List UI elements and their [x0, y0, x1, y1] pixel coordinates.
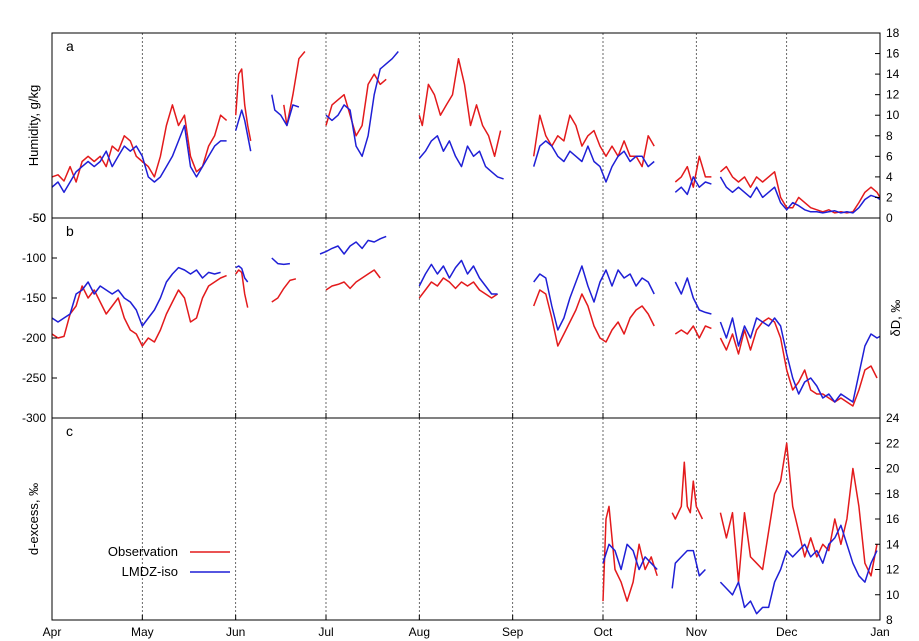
panel-frame-c	[51, 417, 881, 621]
y-tick-label: 12	[886, 88, 900, 102]
series-line-observation-panel-a	[674, 155, 712, 188]
y-tick-label: 10	[886, 588, 900, 602]
y-tick-label: -50	[29, 211, 47, 225]
y-tick-label: 4	[886, 170, 893, 184]
series-lines	[51, 51, 881, 615]
panel-frame-a	[51, 32, 881, 219]
series-line-observation-panel-c	[671, 461, 704, 520]
series-line-observation-panel-a	[283, 51, 306, 127]
y-tick-label: 14	[886, 537, 900, 551]
y-axis-title-b: δD, ‰	[888, 300, 903, 337]
series-line-lmdz-iso-panel-b	[418, 259, 498, 295]
series-line-observation-panel-a	[418, 57, 502, 158]
series-line-observation-panel-c	[602, 505, 658, 602]
series-line-observation-panel-b	[674, 325, 712, 339]
series-line-lmdz-iso-panel-a	[674, 176, 712, 196]
y-tick-label: 16	[886, 47, 900, 61]
y-tick-label: 22	[886, 436, 900, 450]
series-line-lmdz-iso-panel-c	[671, 549, 706, 589]
x-tick-label: Jun	[226, 625, 245, 639]
panel-letter-c: c	[66, 423, 73, 439]
series-line-observation-panel-c	[719, 442, 878, 583]
y-tick-label: -300	[22, 411, 46, 425]
y-tick-label: 24	[886, 411, 900, 425]
series-line-lmdz-iso-panel-a	[271, 94, 300, 127]
series-line-observation-panel-a	[234, 68, 252, 142]
series-line-lmdz-iso-panel-b	[271, 257, 290, 266]
x-tick-label: May	[131, 625, 154, 639]
series-line-observation-panel-b	[532, 289, 655, 347]
series-line-observation-panel-a	[532, 114, 655, 168]
y-tick-label: 18	[886, 487, 900, 501]
x-tick-label: Oct	[594, 625, 613, 639]
y-tick-label: 8	[886, 129, 893, 143]
x-tick-label: Dec	[776, 625, 797, 639]
panel-letter-a: a	[66, 38, 74, 54]
y-tick-label: 16	[886, 512, 900, 526]
series-line-lmdz-iso-panel-a	[325, 51, 399, 158]
y-tick-label: 10	[886, 108, 900, 122]
x-tick-label: Jul	[318, 625, 333, 639]
y-tick-label: -100	[22, 251, 46, 265]
series-line-lmdz-iso-panel-b	[319, 235, 387, 255]
x-tick-label: Aug	[409, 625, 430, 639]
x-tick-label: Nov	[686, 625, 707, 639]
series-line-observation-panel-b	[418, 277, 499, 299]
series-line-observation-panel-a	[325, 73, 387, 137]
series-line-lmdz-iso-panel-b	[235, 265, 249, 283]
y-tick-label: 2	[886, 190, 893, 204]
series-line-lmdz-iso-panel-b	[51, 266, 221, 327]
y-tick-label: -50	[29, 211, 47, 225]
x-tick-label: Apr	[43, 625, 62, 639]
legend: Observation LMDZ-iso	[108, 544, 230, 579]
panel-frames	[51, 32, 881, 621]
series-line-observation-panel-b	[719, 317, 878, 407]
legend-label-lmdz-iso: LMDZ-iso	[122, 564, 178, 579]
series-line-observation-panel-a	[719, 165, 881, 214]
series-line-lmdz-iso-panel-b	[533, 265, 655, 331]
x-tick-label: Sep	[502, 625, 524, 639]
y-tick-label: 20	[886, 462, 900, 476]
series-line-observation-panel-b	[51, 274, 227, 347]
series-line-lmdz-iso-panel-a	[719, 176, 881, 214]
series-line-lmdz-iso-panel-c	[602, 543, 658, 571]
y-tick-label: 14	[886, 67, 900, 81]
series-line-observation-panel-b	[235, 269, 249, 308]
y-tick-label: 12	[886, 563, 900, 577]
y-tick-label: -200	[22, 331, 46, 345]
legend-label-observation: Observation	[108, 544, 178, 559]
panel-frame-b	[51, 217, 881, 419]
series-line-lmdz-iso-panel-b	[674, 277, 712, 315]
y-tick-label: -250	[22, 371, 46, 385]
y-tick-label: 8	[886, 613, 893, 627]
series-line-lmdz-iso-panel-a	[532, 140, 655, 183]
series-line-lmdz-iso-panel-c	[719, 524, 878, 615]
series-line-lmdz-iso-panel-a	[234, 109, 252, 152]
series-line-observation-panel-a	[51, 104, 228, 183]
y-tick-label: 6	[886, 149, 893, 163]
y-tick-label: 18	[886, 26, 900, 40]
x-tick-label: Jan	[870, 625, 889, 639]
series-line-lmdz-iso-panel-b	[719, 317, 881, 403]
series-line-observation-panel-b	[271, 278, 297, 303]
y-axis-title-c: d-excess, ‰	[26, 483, 41, 555]
y-tick-label: 0	[886, 211, 893, 225]
y-tick-label: -150	[22, 291, 46, 305]
panel-letter-b: b	[66, 223, 74, 239]
series-line-lmdz-iso-panel-a	[418, 135, 504, 180]
y-axis-title-a: Humidity, g/kg	[26, 85, 41, 166]
series-line-lmdz-iso-panel-a	[51, 124, 227, 194]
series-line-observation-panel-b	[325, 269, 381, 291]
